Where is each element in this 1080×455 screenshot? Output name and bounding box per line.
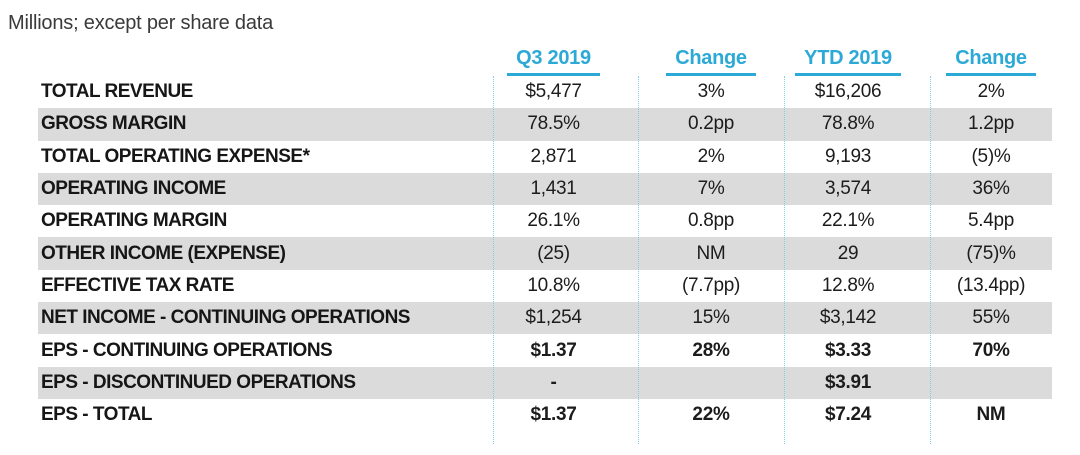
row-label: NET INCOME - CONTINUING OPERATIONS [41, 307, 410, 329]
table-row-operating-income: OPERATING INCOME 1,431 7% 3,574 36% [38, 172, 1052, 206]
cell-value: 2% [977, 81, 1005, 103]
cell-value: (25) [537, 242, 570, 264]
cell-value: (7.7pp) [681, 274, 741, 296]
cell-value: $7.24 [824, 404, 872, 426]
row-label: OPERATING INCOME [41, 178, 226, 200]
cell-value: 2% [697, 145, 725, 167]
table-row-eps-total: EPS - TOTAL $1.37 22% $7.24 NM [38, 399, 1052, 431]
table-row-total-revenue: TOTAL REVENUE $5,477 3% $16,206 2% [38, 76, 1052, 108]
cell-value: (5)% [971, 145, 1011, 167]
cell-value: $3,142 [819, 307, 877, 329]
cell-value: 78.5% [527, 113, 580, 135]
cell-value: 9,193 [824, 145, 872, 167]
table-row-net-income-continuing: NET INCOME - CONTINUING OPERATIONS $1,25… [38, 302, 1052, 335]
cell-value: (13.4pp) [956, 274, 1026, 296]
cell-value: $3.91 [824, 371, 872, 393]
cell-value: $1,254 [525, 307, 582, 329]
cell-value: 70% [972, 339, 1010, 361]
cell-value: (75)% [966, 242, 1016, 264]
cell-value: 2,871 [530, 145, 577, 167]
cell-value: 29 [837, 242, 859, 264]
cell-value: 10.8% [527, 274, 580, 296]
cell-value: $1.37 [530, 339, 577, 361]
cell-value: 3% [697, 81, 725, 103]
cell-value: 1.2pp [967, 113, 1015, 135]
cell-value: 28% [692, 339, 730, 361]
cell-value: 78.8% [821, 113, 875, 135]
row-label: OPERATING MARGIN [41, 210, 227, 232]
cell-value: 15% [692, 307, 730, 329]
column-header-q3-2019: Q3 2019 [507, 47, 600, 76]
row-label: OTHER INCOME (EXPENSE) [41, 242, 286, 264]
cell-value: 1,431 [530, 178, 577, 200]
table-row-operating-margin: OPERATING MARGIN 26.1% 0.8pp 22.1% 5.4pp [38, 205, 1052, 237]
cell-value: 0.2pp [687, 113, 735, 135]
cell-value: NM [976, 404, 1006, 426]
row-label: EPS - DISCONTINUED OPERATIONS [41, 371, 356, 393]
cell-value: - [550, 371, 557, 393]
column-header-change-q3: Change [666, 47, 756, 76]
column-divider-1 [493, 76, 494, 444]
table-row-eps-discontinued: EPS - DISCONTINUED OPERATIONS - $3.91 [38, 366, 1052, 399]
table-row-eps-continuing: EPS - CONTINUING OPERATIONS $1.37 28% $3… [38, 334, 1052, 366]
cell-value: 36% [972, 178, 1010, 200]
column-divider-4 [930, 76, 931, 444]
column-header-change-ytd: Change [946, 47, 1036, 76]
column-header-ytd-2019: YTD 2019 [795, 47, 901, 76]
cell-value: 12.8% [821, 274, 875, 296]
row-label: EPS - TOTAL [41, 404, 152, 426]
row-label: EFFECTIVE TAX RATE [41, 274, 234, 296]
column-divider-3 [784, 76, 785, 444]
row-label: GROSS MARGIN [41, 113, 186, 135]
cell-value: $16,206 [814, 81, 882, 103]
cell-value: 55% [972, 307, 1010, 329]
financial-results-table: Q3 2019 Change YTD 2019 Change TOTAL REV… [38, 46, 1052, 444]
table-caption: Millions; except per share data [8, 12, 274, 34]
row-label: TOTAL REVENUE [41, 81, 193, 103]
row-label: EPS - CONTINUING OPERATIONS [41, 339, 333, 361]
row-label: TOTAL OPERATING EXPENSE* [41, 145, 310, 167]
cell-value: $1.37 [530, 404, 577, 426]
table-row-gross-margin: GROSS MARGIN 78.5% 0.2pp 78.8% 1.2pp [38, 108, 1052, 141]
cell-value: 26.1% [527, 210, 580, 232]
cell-value: 3,574 [824, 178, 872, 200]
table-header-row: Q3 2019 Change YTD 2019 Change [38, 46, 1052, 76]
cell-value: 0.8pp [687, 210, 735, 232]
cell-value: 22.1% [821, 210, 875, 232]
table-row-other-income-expense: OTHER INCOME (EXPENSE) (25) NM 29 (75)% [38, 237, 1052, 270]
cell-value: NM [696, 242, 726, 264]
cell-value: 22% [692, 404, 730, 426]
cell-value: $3.33 [824, 339, 872, 361]
cell-value: 5.4pp [967, 210, 1015, 232]
cell-value: $5,477 [525, 81, 582, 103]
table-row-total-operating-expense: TOTAL OPERATING EXPENSE* 2,871 2% 9,193 … [38, 141, 1052, 173]
column-divider-2 [638, 76, 639, 444]
table-row-effective-tax-rate: EFFECTIVE TAX RATE 10.8% (7.7pp) 12.8% (… [38, 270, 1052, 302]
cell-value: 7% [697, 178, 725, 200]
